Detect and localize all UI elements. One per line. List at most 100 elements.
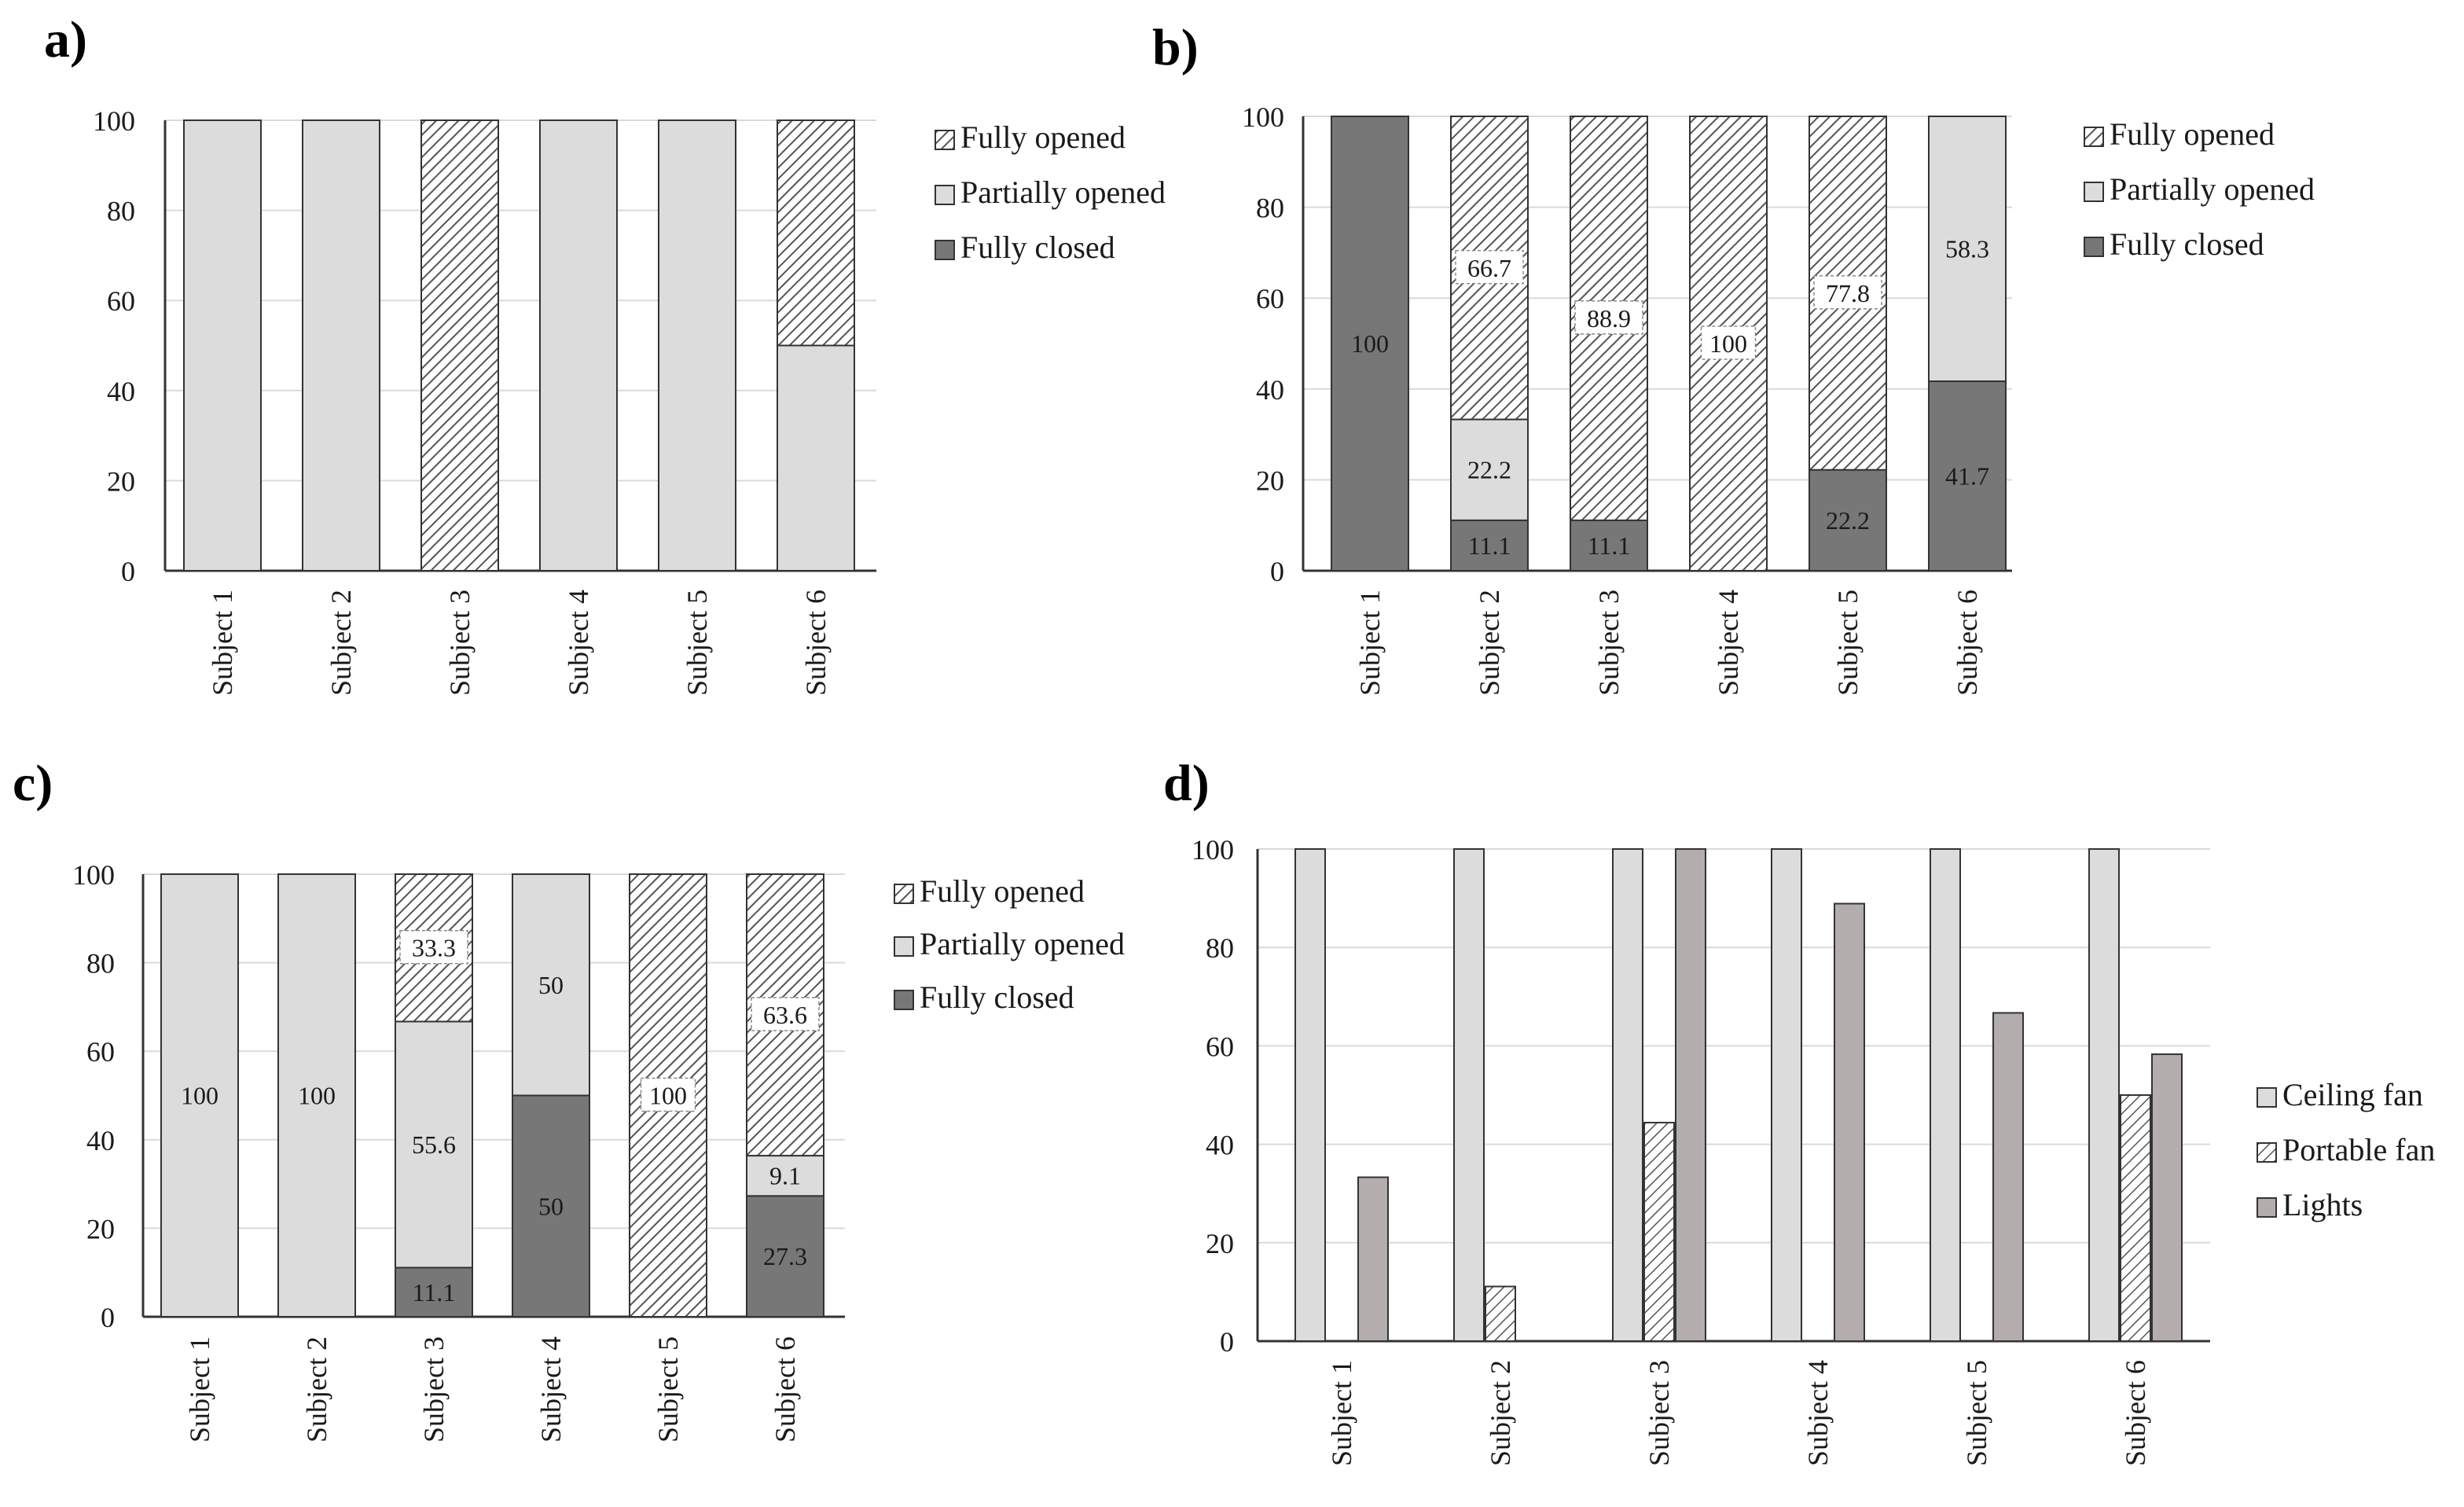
y-tick-label: 60 bbox=[1206, 1031, 1234, 1062]
legend-label: Lights bbox=[2282, 1187, 2363, 1222]
data-label: 27.3 bbox=[763, 1242, 807, 1270]
data-label-box bbox=[1813, 275, 1882, 310]
bar-segment-closed bbox=[746, 1195, 824, 1318]
panel-label-d: d) bbox=[1163, 755, 1210, 812]
bar-lights bbox=[1675, 848, 1706, 1342]
data-label-box bbox=[1574, 300, 1643, 335]
panel-label-c: c) bbox=[13, 755, 53, 812]
bar-segment-closed bbox=[1331, 116, 1409, 572]
x-tick-label: Subject 6 bbox=[769, 1336, 801, 1443]
legend-label: Portable fan bbox=[2282, 1132, 2435, 1167]
chart-panel-d: d) 0 20 40 60 80 100 Subject 1 Subject 2 Subject… bbox=[1163, 755, 2435, 1466]
bar-portable bbox=[2120, 1094, 2151, 1342]
legend-label: Partially opened bbox=[960, 175, 1166, 210]
data-label: 55.6 bbox=[412, 1130, 456, 1159]
x-tick-label: Subject 4 bbox=[563, 590, 594, 696]
y-tick-label: 80 bbox=[1206, 932, 1234, 964]
legend-label: Partially opened bbox=[920, 926, 1125, 961]
bar-segment-closed bbox=[1570, 519, 1648, 572]
x-tick-label: Subject 2 bbox=[325, 590, 357, 696]
y-tick-label: 100 bbox=[1242, 101, 1284, 133]
bar-ceiling bbox=[1930, 848, 1961, 1342]
y-tick-label: 40 bbox=[107, 376, 135, 407]
y-tick-label: 0 bbox=[121, 556, 135, 587]
data-label: 63.6 bbox=[763, 1001, 807, 1029]
y-tick-label: 20 bbox=[1206, 1228, 1234, 1259]
panel-label-a: a) bbox=[44, 11, 87, 68]
x-tick-label: Subject 6 bbox=[2120, 1360, 2151, 1466]
x-tick-label: Subject 4 bbox=[1802, 1360, 1834, 1466]
data-label: 33.3 bbox=[412, 934, 456, 962]
data-label: 88.9 bbox=[1587, 304, 1631, 333]
legend-swatch-ceiling bbox=[2257, 1087, 2277, 1108]
y-tick-label: 80 bbox=[86, 948, 115, 980]
y-tick-label: 60 bbox=[1256, 283, 1284, 314]
x-tick-label: Subject 5 bbox=[1961, 1360, 1992, 1466]
x-tick-label: Subject 2 bbox=[301, 1336, 332, 1443]
bar-lights bbox=[2151, 1053, 2183, 1342]
legend-label: Fully closed bbox=[920, 980, 1074, 1015]
legend-swatch-portable bbox=[2257, 1142, 2277, 1163]
x-tick-label: Subject 4 bbox=[535, 1336, 567, 1443]
bar-ceiling bbox=[1294, 848, 1326, 1342]
legend-label: Fully opened bbox=[960, 119, 1126, 155]
bar-segment-partial bbox=[1450, 418, 1529, 521]
bar-segment-partial bbox=[160, 873, 239, 1318]
data-label: 11.1 bbox=[413, 1278, 456, 1307]
data-label: 50 bbox=[538, 1192, 564, 1220]
data-label-box bbox=[751, 997, 820, 1031]
data-label-box bbox=[1455, 250, 1524, 285]
bar-segment-partial bbox=[512, 873, 590, 1097]
y-tick-label: 20 bbox=[1256, 465, 1284, 496]
bar-segment-partial bbox=[777, 344, 855, 572]
data-label: 100 bbox=[649, 1082, 687, 1110]
data-label: 100 bbox=[1351, 329, 1389, 358]
bar-ceiling bbox=[2088, 848, 2120, 1342]
data-label: 11.1 bbox=[1468, 531, 1511, 560]
data-label-box bbox=[640, 1077, 696, 1112]
bar-ceiling bbox=[1453, 848, 1485, 1342]
chart-panel-c: c) 0 20 40 60 80 100 100 Subject 1 100 Subject 2 1… bbox=[13, 755, 1125, 1443]
legend-swatch-opened bbox=[935, 130, 955, 150]
bar-segment-partial bbox=[658, 119, 736, 572]
bar-segment-partial bbox=[277, 873, 356, 1318]
x-tick-label: Subject 3 bbox=[1593, 590, 1625, 696]
bar-lights bbox=[1357, 1176, 1389, 1342]
bar-lights bbox=[1992, 1012, 2024, 1342]
y-tick-label: 60 bbox=[107, 285, 135, 317]
bar-segment-partial bbox=[539, 119, 618, 572]
legend-label: Fully closed bbox=[960, 230, 1115, 265]
data-label: 11.1 bbox=[1588, 531, 1631, 560]
data-label: 66.7 bbox=[1467, 254, 1511, 282]
bar-segment-opened bbox=[420, 119, 499, 572]
y-tick-label: 20 bbox=[86, 1213, 115, 1244]
legend-label: Fully opened bbox=[2110, 116, 2275, 152]
bar-segment-closed bbox=[1928, 380, 2007, 572]
data-label: 77.8 bbox=[1826, 279, 1870, 307]
legend-swatch-opened bbox=[2084, 127, 2104, 147]
legend-swatch-lights bbox=[2257, 1197, 2277, 1218]
y-tick-label: 100 bbox=[72, 859, 115, 891]
legend-swatch-closed bbox=[894, 990, 914, 1010]
x-tick-label: Subject 6 bbox=[1952, 590, 1983, 696]
x-tick-label: Subject 1 bbox=[184, 1336, 215, 1443]
legend-label: Fully opened bbox=[920, 873, 1085, 909]
x-tick-label: Subject 1 bbox=[1354, 590, 1386, 696]
bar-segment-partial bbox=[302, 119, 380, 572]
y-tick-label: 40 bbox=[1206, 1130, 1234, 1161]
bar-segment-opened bbox=[777, 119, 855, 347]
bar-ceiling bbox=[1771, 848, 1802, 1342]
x-tick-label: Subject 3 bbox=[418, 1336, 450, 1443]
legend-label: Fully closed bbox=[2110, 226, 2264, 262]
x-tick-label: Subject 1 bbox=[1326, 1360, 1357, 1466]
legend-swatch-partial bbox=[935, 185, 955, 205]
x-tick-label: Subject 6 bbox=[800, 590, 832, 696]
bar-segment-partial bbox=[183, 119, 262, 572]
legend-label: Partially opened bbox=[2110, 171, 2315, 207]
x-tick-label: Subject 5 bbox=[652, 1336, 684, 1443]
legend-swatch-opened bbox=[894, 884, 914, 904]
bar-segment-closed bbox=[395, 1266, 473, 1318]
data-label: 9.1 bbox=[769, 1162, 801, 1190]
legend-swatch-partial bbox=[894, 936, 914, 957]
